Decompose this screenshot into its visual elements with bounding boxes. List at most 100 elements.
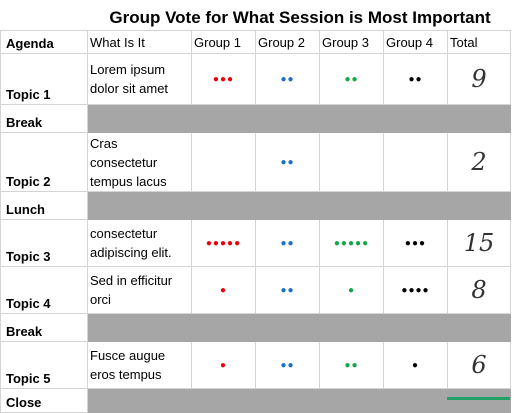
table-row: Topic 3 consectetur adipiscing elit. ●●●●● ●…: [0, 219, 511, 267]
group-4-votes[interactable]: ●●: [383, 53, 448, 105]
vote-dot-icon: ●: [227, 237, 235, 249]
vote-dot-icon: ●: [280, 156, 288, 168]
group-4-votes[interactable]: ●●●●: [383, 266, 448, 314]
selection-indicator: [447, 397, 510, 400]
header-row: Agenda What Is It Group 1 Group 2 Group …: [0, 30, 511, 54]
vote-dot-icon: ●: [419, 237, 427, 249]
agenda-cell[interactable]: Topic 4: [0, 266, 88, 314]
vote-dot-icon: ●: [280, 359, 288, 371]
agenda-cell[interactable]: Break: [0, 104, 88, 133]
vote-dot-icon: ●: [234, 237, 242, 249]
header-group-3[interactable]: Group 3: [319, 30, 384, 54]
vote-dot-icon: ●: [351, 359, 359, 371]
vote-dot-icon: ●: [205, 237, 213, 249]
vote-dot-icon: ●: [287, 284, 295, 296]
vote-dot-icon: ●: [219, 359, 228, 371]
vote-dot-icon: ●: [355, 237, 363, 249]
table-row: Topic 5 Fusce augue eros tempus ● ●● ●● ● 6: [0, 341, 511, 389]
agenda-cell[interactable]: Break: [0, 313, 88, 342]
break-fill[interactable]: [87, 313, 511, 342]
vote-dot-icon: ●: [344, 359, 352, 371]
vote-dot-icon: ●: [212, 237, 220, 249]
group-3-votes[interactable]: ●●: [319, 53, 384, 105]
group-1-votes[interactable]: ●: [191, 266, 256, 314]
agenda-cell[interactable]: Topic 3: [0, 219, 88, 267]
vote-dot-icon: ●: [344, 73, 352, 85]
vote-dot-icon: ●: [219, 73, 228, 85]
agenda-cell[interactable]: Topic 1: [0, 53, 88, 105]
group-2-votes[interactable]: ●●: [255, 341, 320, 389]
description-cell[interactable]: Lorem ipsum dolor sit amet: [87, 53, 192, 105]
header-group-4[interactable]: Group 4: [383, 30, 448, 54]
vote-dot-icon: ●: [362, 237, 370, 249]
vote-dot-icon: ●: [347, 237, 356, 249]
break-row: Break: [0, 104, 511, 133]
group-1-votes[interactable]: ●●●: [191, 53, 256, 105]
group-3-votes[interactable]: ●●●●●: [319, 219, 384, 267]
description-cell[interactable]: Fusce augue eros tempus: [87, 341, 192, 389]
agenda-cell[interactable]: Lunch: [0, 191, 88, 220]
total-cell[interactable]: 2: [447, 132, 511, 192]
description-line: Fusce augue: [90, 348, 166, 363]
group-2-votes[interactable]: ●●: [255, 132, 320, 192]
total-cell[interactable]: 6: [447, 341, 511, 389]
description-line: consectetur: [90, 226, 158, 241]
agenda-cell[interactable]: Topic 2: [0, 132, 88, 192]
header-what[interactable]: What Is It: [87, 30, 192, 54]
total-cell[interactable]: 8: [447, 266, 511, 314]
group-4-votes[interactable]: ●●●: [383, 219, 448, 267]
break-fill[interactable]: [87, 104, 511, 133]
vote-dot-icon: ●: [408, 284, 416, 296]
description-line: eros tempus: [90, 367, 162, 382]
group-1-votes[interactable]: ●: [191, 341, 256, 389]
total-cell[interactable]: 15: [447, 219, 511, 267]
vote-dot-icon: ●: [415, 73, 423, 85]
vote-dot-icon: ●: [212, 73, 220, 85]
vote-table: Agenda What Is It Group 1 Group 2 Group …: [0, 30, 511, 413]
group-3-votes[interactable]: ●●: [319, 341, 384, 389]
header-group-2[interactable]: Group 2: [255, 30, 320, 54]
description-line: adipiscing elit.: [90, 245, 172, 260]
vote-dot-icon: ●: [287, 156, 295, 168]
description-line: Sed in efficitur: [90, 273, 173, 288]
group-2-votes[interactable]: ●●: [255, 219, 320, 267]
vote-dot-icon: ●: [411, 359, 420, 371]
group-3-votes[interactable]: ●: [319, 266, 384, 314]
total-cell[interactable]: 9: [447, 53, 511, 105]
vote-dot-icon: ●: [227, 73, 235, 85]
vote-dot-icon: ●: [219, 284, 228, 296]
agenda-cell[interactable]: Close: [0, 388, 88, 413]
group-4-votes[interactable]: [383, 132, 448, 192]
group-3-votes[interactable]: [319, 132, 384, 192]
table-row: Topic 2 Cras consectetur tempus lacus ●● 2: [0, 132, 511, 192]
vote-dot-icon: ●: [347, 284, 356, 296]
description-line: consectetur: [90, 154, 158, 170]
header-total[interactable]: Total: [447, 30, 511, 54]
group-2-votes[interactable]: ●●: [255, 53, 320, 105]
description-cell[interactable]: Cras consectetur tempus lacus: [87, 132, 192, 192]
break-row: Close: [0, 388, 511, 413]
vote-dot-icon: ●: [351, 73, 359, 85]
group-4-votes[interactable]: ●: [383, 341, 448, 389]
break-fill[interactable]: [87, 191, 511, 220]
vote-dot-icon: ●: [287, 73, 295, 85]
description-line: dolor sit amet: [90, 81, 169, 96]
vote-dot-icon: ●: [333, 237, 341, 249]
break-row: Break: [0, 313, 511, 342]
table-row: Topic 4 Sed in efficitur orci ● ●● ● ●●●● 8: [0, 266, 511, 314]
vote-dot-icon: ●: [280, 73, 288, 85]
description-line: Lorem ipsum: [90, 62, 166, 77]
agenda-cell[interactable]: Topic 5: [0, 341, 88, 389]
group-2-votes[interactable]: ●●: [255, 266, 320, 314]
description-cell[interactable]: consectetur adipiscing elit.: [87, 219, 192, 267]
description-cell[interactable]: Sed in efficitur orci: [87, 266, 192, 314]
vote-dot-icon: ●: [219, 237, 228, 249]
sheet-title: Group Vote for What Session is Most Impo…: [109, 8, 491, 27]
group-1-votes[interactable]: ●●●●●: [191, 219, 256, 267]
group-1-votes[interactable]: [191, 132, 256, 192]
vote-dot-icon: ●: [408, 73, 416, 85]
description-line: orci: [90, 292, 111, 307]
header-agenda[interactable]: Agenda: [0, 30, 88, 54]
break-fill[interactable]: [87, 388, 511, 413]
header-group-1[interactable]: Group 1: [191, 30, 256, 54]
